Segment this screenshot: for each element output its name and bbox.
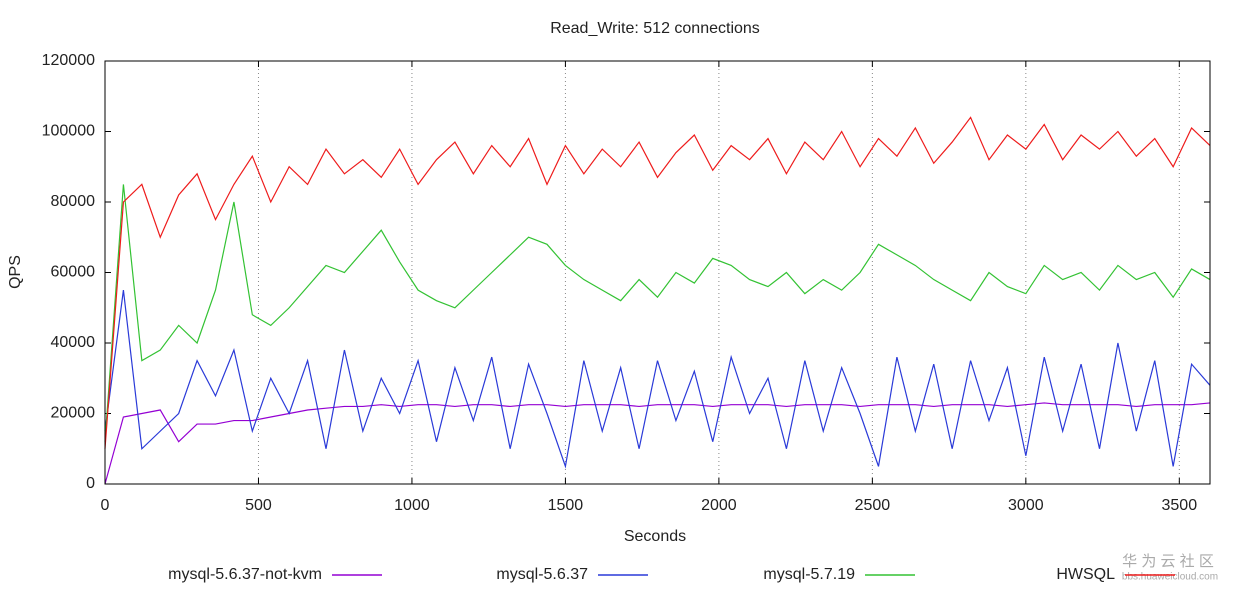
data-line bbox=[104, 116, 1211, 449]
x-tick-label: 3500 bbox=[1162, 497, 1198, 514]
y-tick-label: 20000 bbox=[51, 405, 96, 422]
y-tick-label: 40000 bbox=[51, 334, 96, 351]
legend-label: HWSQL bbox=[1056, 566, 1115, 583]
y-tick-label: 0 bbox=[86, 475, 95, 492]
y-axis-label: QPS bbox=[7, 255, 24, 289]
y-tick-label: 60000 bbox=[51, 264, 96, 281]
x-tick-label: 3000 bbox=[1008, 497, 1044, 514]
y-tick-label: 100000 bbox=[42, 123, 95, 140]
x-tick-label: 2000 bbox=[701, 497, 737, 514]
data-line bbox=[104, 402, 1211, 485]
plot-frame bbox=[104, 60, 1211, 485]
y-tick-label: 80000 bbox=[51, 193, 96, 210]
legend-label: mysql-5.6.37-not-kvm bbox=[168, 566, 322, 583]
data-line bbox=[104, 184, 1211, 442]
watermark: bbs.huaweicloud.com bbox=[1122, 572, 1218, 583]
legend-label: mysql-5.7.19 bbox=[763, 566, 855, 583]
x-tick-label: 2500 bbox=[855, 497, 891, 514]
data-line bbox=[104, 290, 1211, 469]
x-tick-label: 1000 bbox=[394, 497, 430, 514]
x-tick-label: 1500 bbox=[548, 497, 584, 514]
watermark: 华 为 云 社 区 bbox=[1122, 553, 1214, 570]
y-tick-label: 120000 bbox=[42, 52, 95, 69]
x-axis-label: Seconds bbox=[624, 528, 686, 545]
x-tick-label: 0 bbox=[101, 497, 110, 514]
chart-title: Read_Write: 512 connections bbox=[550, 20, 760, 37]
legend-label: mysql-5.6.37 bbox=[496, 566, 588, 583]
x-tick-label: 500 bbox=[245, 497, 272, 514]
